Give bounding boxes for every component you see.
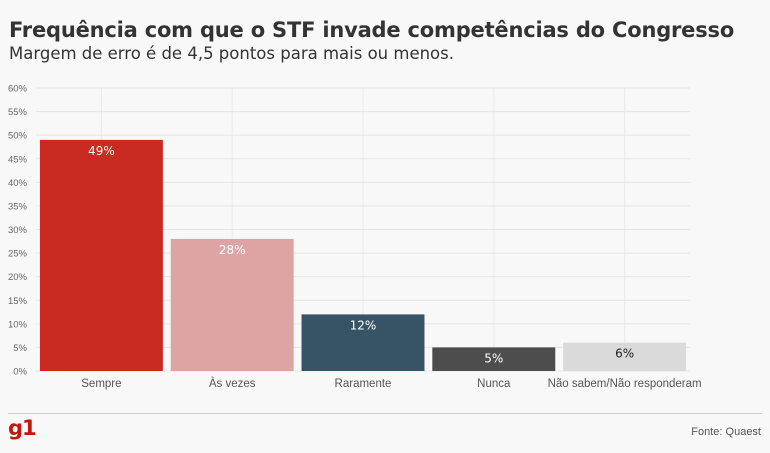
x-category-label: Não sabem/Não responderam — [548, 378, 702, 390]
chart-subtitle: Margem de erro é de 4,5 pontos para mais… — [9, 44, 454, 63]
y-tick-label: 15% — [8, 296, 28, 307]
y-tick-label: 10% — [8, 319, 28, 330]
x-category-label: Sempre — [81, 378, 121, 390]
x-category-label: Raramente — [335, 378, 392, 390]
bar-value-label: 12% — [350, 318, 377, 332]
y-tick-label: 45% — [8, 154, 28, 165]
footer-divider — [8, 413, 762, 414]
bar — [563, 342, 687, 371]
bar-value-label: 5% — [484, 351, 503, 365]
y-tick-label: 35% — [8, 201, 28, 212]
x-category-label: Às vezes — [209, 377, 256, 390]
y-tick-label: 55% — [8, 107, 28, 118]
y-tick-label: 25% — [8, 249, 28, 260]
bar — [170, 238, 294, 371]
y-tick-label: 0% — [13, 367, 27, 378]
y-tick-label: 60% — [8, 84, 28, 95]
x-category-label: Nunca — [477, 378, 511, 390]
y-tick-label: 20% — [8, 272, 28, 283]
bar-value-label: 28% — [219, 243, 246, 257]
bar-value-label: 49% — [88, 144, 115, 158]
bar — [432, 347, 556, 371]
source-note: Fonte: Quaest — [691, 426, 761, 438]
y-tick-label: 50% — [8, 131, 28, 142]
bar — [301, 314, 425, 371]
bar-value-label: 6% — [615, 347, 634, 361]
y-tick-label: 5% — [13, 343, 27, 354]
chart-title: Frequência com que o STF invade competên… — [9, 18, 735, 42]
bar — [39, 139, 163, 371]
y-tick-label: 40% — [8, 178, 28, 189]
g1-logo[interactable]: g1 — [8, 416, 37, 440]
y-tick-label: 30% — [8, 225, 28, 236]
